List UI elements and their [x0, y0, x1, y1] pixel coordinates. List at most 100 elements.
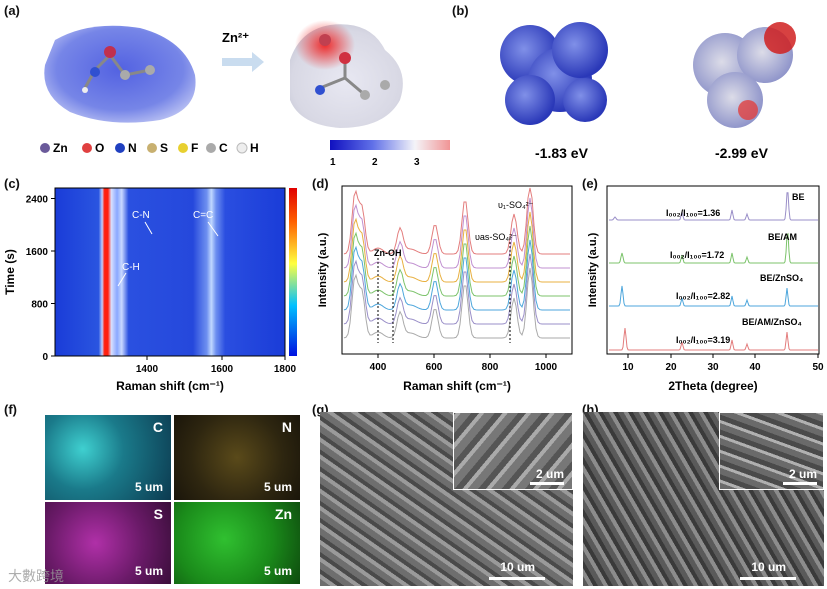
e-xtick: 10	[622, 362, 634, 373]
panel-label-f: (f)	[4, 402, 17, 417]
e-ratio-1: I₀₀₂/I₁₀₀=1.36	[666, 208, 720, 218]
d-spectrum-line	[343, 239, 570, 311]
panel-a-molecules: Zn²⁺ Zn O N S F C H 1 2 3 4 5	[40, 20, 450, 168]
blob-left	[44, 25, 196, 123]
e-ratio-2: I₀₀₂/I₁₀₀=1.72	[670, 250, 724, 260]
e-xlabel: 2Theta (degree)	[668, 379, 757, 393]
d-axes	[341, 185, 573, 355]
d-spectrum-line	[343, 211, 570, 283]
e-xtick: 30	[707, 362, 719, 373]
e-series-beam: BE/AM	[768, 232, 797, 242]
e-pattern-line	[609, 327, 818, 351]
sem-image-g: 2 um 10 um	[320, 412, 573, 586]
panel-d-raman: 400 600 800 1000 Intensity (a.u.) Raman shi…	[317, 185, 573, 393]
c-annot-ch: C-H	[122, 262, 140, 273]
cbar-tick-3: 3	[414, 157, 420, 168]
e-pattern-line	[609, 285, 818, 307]
eds-label-zn: Zn	[274, 506, 292, 522]
e-pattern-line	[609, 192, 818, 221]
legend-c: C	[219, 141, 228, 155]
d-annot-v1: υ₁-SO₄²⁻	[498, 200, 534, 210]
sem-inset-scale-g: 2 um	[535, 467, 564, 481]
eds-map-s: S 5 um	[45, 502, 171, 584]
sem-inset-g: 2 um	[453, 412, 573, 490]
arrow-icon	[222, 52, 264, 72]
sem-scale-h: 10 um	[751, 560, 786, 574]
legend-zn: Zn	[53, 141, 68, 155]
d-xlabel: Raman shift (cm⁻¹)	[403, 379, 511, 393]
c-xtick: 1400	[136, 364, 159, 375]
cbar-tick-1: 1	[330, 157, 336, 168]
cbar-tick-2: 2	[372, 157, 378, 168]
panel-c-heatmap: 0 800 1600 2400 1400 1600 1800 Time (s) Raman…	[3, 187, 297, 393]
e-xtick: 50	[812, 362, 824, 373]
panel-label-d: (d)	[312, 176, 329, 191]
eds-label-c: C	[152, 419, 163, 435]
atom-legend	[40, 142, 248, 154]
e-series-beamznso4: BE/AM/ZnSO₄	[742, 317, 802, 327]
c-xtick: 1800	[274, 364, 297, 375]
c-ytick: 0	[42, 352, 48, 363]
c-ytick: 2400	[26, 195, 49, 206]
esp-colorbar	[330, 140, 450, 150]
zn-arrow-label: Zn²⁺	[222, 30, 249, 45]
d-annot-znoh: Zn-OH	[374, 248, 402, 258]
eds-label-s: S	[153, 506, 163, 522]
c-ytick: 1600	[26, 247, 49, 258]
legend-o: O	[95, 141, 104, 155]
e-ratio-3: I₀₀₂/I₁₀₀=2.82	[676, 291, 730, 301]
eds-scale-c: 5 um	[134, 480, 163, 494]
d-spectrum-line	[343, 225, 570, 297]
eds-map-c: C 5 um	[45, 415, 171, 500]
c-xtick: 1600	[211, 364, 234, 375]
legend-f: F	[191, 141, 198, 155]
d-xtick: 1000	[535, 362, 558, 373]
c-ytick: 800	[31, 300, 48, 311]
eds-label-n: N	[281, 419, 292, 435]
binding-energy-left: -1.83 eV	[535, 145, 589, 161]
heatmap-colorbar	[289, 188, 297, 356]
eds-map-n: N 5 um	[174, 415, 300, 500]
d-xtick: 600	[426, 362, 443, 373]
d-spectrum-line	[343, 187, 570, 255]
c-annot-cc: C=C	[193, 210, 213, 221]
legend-n: N	[128, 141, 137, 155]
e-ratio-4: I₀₀₂/I₁₀₀=3.19	[676, 335, 730, 345]
e-xtick: 20	[665, 362, 677, 373]
sem-scale-g: 10 um	[500, 560, 535, 574]
d-spectrum-line	[343, 253, 570, 325]
esp-left	[500, 22, 608, 125]
eds-scale-n: 5 um	[263, 480, 292, 494]
d-spectrum-line	[343, 197, 570, 269]
sem-inset-h: 2 um	[719, 412, 824, 490]
c-xlabel: Raman shift (cm⁻¹)	[116, 379, 224, 393]
legend-h: H	[250, 141, 259, 155]
e-xtick: 40	[749, 362, 761, 373]
heatmap-area	[55, 188, 285, 356]
binding-energy-right: -2.99 eV	[715, 145, 769, 161]
watermark: 大數跨境	[8, 568, 64, 584]
panel-label-a: (a)	[4, 3, 20, 18]
panel-label-e: (e)	[582, 176, 598, 191]
d-spectrum-line	[343, 267, 570, 339]
eds-scale-zn: 5 um	[263, 564, 292, 578]
e-ylabel: Intensity (a.u.)	[587, 232, 599, 307]
sem-image-h: 2 um 10 um	[583, 412, 824, 586]
panel-label-b: (b)	[452, 3, 469, 18]
legend-s: S	[160, 141, 168, 155]
e-series-beznso4: BE/ZnSO₄	[760, 273, 803, 283]
d-xtick: 800	[482, 362, 499, 373]
panel-label-c: (c)	[4, 176, 20, 191]
panel-b-esp: -1.83 eV -2.99 eV	[500, 22, 796, 161]
panel-e-xrd: 10 20 30 40 50 Intensity (a.u.) 2Theta (degr…	[587, 185, 824, 393]
c-ylabel: Time (s)	[3, 249, 17, 295]
eds-scale-s: 5 um	[134, 564, 163, 578]
d-annot-vas: υas-SO₄²⁻	[475, 232, 517, 242]
e-pattern-line	[609, 232, 818, 264]
eds-map-zn: Zn 5 um	[174, 502, 300, 584]
c-annot-cn: C-N	[132, 210, 150, 221]
esp-right	[693, 22, 796, 128]
sem-inset-scale-h: 2 um	[788, 467, 817, 481]
d-ylabel: Intensity (a.u.)	[317, 232, 329, 307]
